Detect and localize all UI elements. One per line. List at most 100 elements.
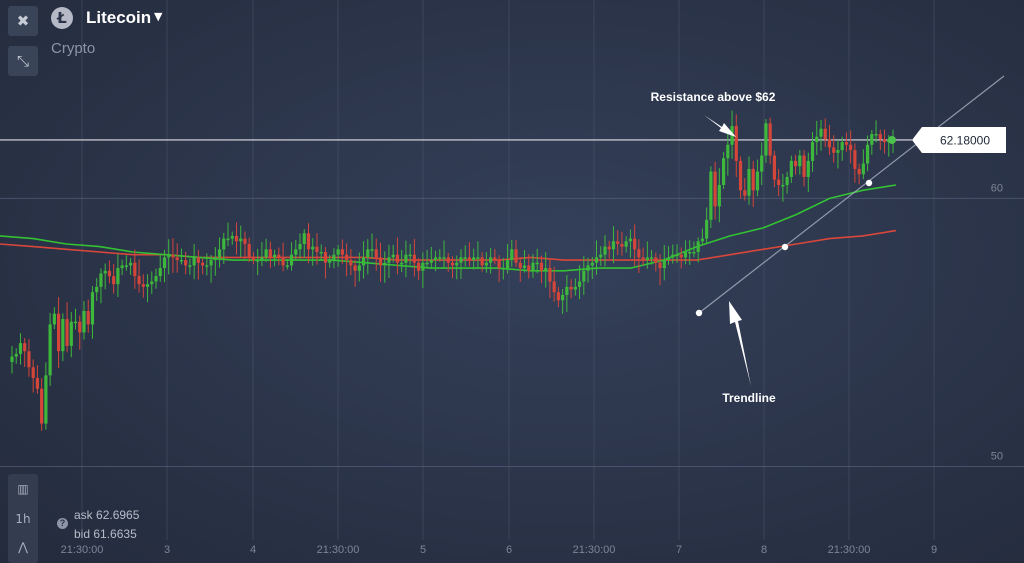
candle-body xyxy=(124,265,128,267)
candle-body xyxy=(535,262,539,265)
candle-body xyxy=(116,268,120,285)
candle-body xyxy=(561,294,565,301)
candle-body xyxy=(73,321,78,324)
timeframe-button[interactable]: 1h xyxy=(15,512,31,526)
candle-body xyxy=(675,254,679,257)
trendline xyxy=(698,75,1005,314)
candle-body xyxy=(35,378,40,389)
candle-body xyxy=(205,265,209,267)
candle-body xyxy=(679,254,683,258)
candle-body xyxy=(607,246,611,250)
candle-body xyxy=(357,265,361,271)
candle-body xyxy=(302,233,306,244)
candle-body xyxy=(544,268,548,271)
candle-body xyxy=(582,270,586,282)
candle-body xyxy=(594,257,599,263)
candle-body xyxy=(243,238,247,244)
candle-body xyxy=(95,286,99,293)
candle-body xyxy=(798,155,802,167)
trendline-point xyxy=(781,243,789,251)
candle-body xyxy=(624,241,628,247)
candle-body xyxy=(404,254,408,263)
candle-body xyxy=(128,262,133,266)
candle-body xyxy=(836,150,840,153)
candle-body xyxy=(179,260,184,262)
candle-body xyxy=(522,265,527,269)
candle-body xyxy=(65,319,69,346)
candle-body xyxy=(861,163,865,175)
price-tag xyxy=(912,126,1006,153)
candle-body xyxy=(853,150,857,169)
candle-body xyxy=(505,260,510,269)
candle-body xyxy=(671,254,675,258)
candle-body xyxy=(196,257,200,263)
candle-body xyxy=(162,257,167,269)
x-tick-label: 21:30:00 xyxy=(61,544,104,556)
candle-body xyxy=(323,252,328,263)
candle-body xyxy=(713,171,717,207)
candle-body xyxy=(789,160,793,177)
candle-body xyxy=(438,257,442,259)
candle-body xyxy=(141,284,145,287)
candle-body xyxy=(819,128,823,137)
candle-body xyxy=(743,190,747,196)
candle-body xyxy=(192,257,196,266)
candle-body xyxy=(298,243,302,250)
help-icon[interactable]: ? xyxy=(57,518,68,529)
candle-body xyxy=(514,249,518,263)
candle-body xyxy=(251,257,256,261)
shrink-icon[interactable]: ⤡ xyxy=(8,46,38,76)
candle-body xyxy=(878,134,882,140)
resistance-annotation: Resistance above $62 xyxy=(651,90,776,104)
candle-body xyxy=(370,249,374,251)
asset-name[interactable]: Litecoin xyxy=(86,8,152,27)
candle-body xyxy=(459,257,463,263)
candle-body xyxy=(755,171,760,191)
candle-body xyxy=(717,184,721,207)
candle-body xyxy=(446,257,450,263)
draw-icon[interactable]: ⋀ xyxy=(18,540,28,554)
chevron-down-icon[interactable]: ▼ xyxy=(154,10,163,23)
candle-body xyxy=(421,262,425,271)
x-tick-label: 4 xyxy=(250,544,256,556)
x-tick-label: 9 xyxy=(931,544,937,556)
candle-body xyxy=(315,246,319,253)
candle-body xyxy=(849,144,853,151)
candle-body xyxy=(726,144,730,159)
candle-body xyxy=(52,313,56,325)
candle-body xyxy=(78,321,82,333)
candle-body xyxy=(209,260,213,266)
candle-body xyxy=(112,276,116,285)
y-tick-label: 50 xyxy=(991,450,1003,462)
candle-body xyxy=(806,160,810,177)
candle-body xyxy=(870,134,874,145)
candle-body xyxy=(493,257,497,261)
candles-icon[interactable]: ▥ xyxy=(17,482,29,496)
candle-body xyxy=(709,171,713,220)
candle-body xyxy=(692,252,696,254)
price-tag-value: 62.18000 xyxy=(940,133,990,147)
x-tick-label: 3 xyxy=(164,544,170,556)
candle-body xyxy=(751,168,755,191)
candle-body xyxy=(374,249,378,258)
candle-body xyxy=(82,310,86,333)
candle-body xyxy=(628,238,632,242)
candle-body xyxy=(294,249,298,255)
candle-body xyxy=(133,262,137,277)
candle-body xyxy=(408,254,412,257)
candle-body xyxy=(455,262,459,266)
candle-body xyxy=(696,241,700,253)
candle-body xyxy=(793,160,798,167)
candle-body xyxy=(827,139,832,148)
candle-body xyxy=(645,257,649,261)
candle-body xyxy=(768,123,772,156)
x-tick-label: 21:30:00 xyxy=(317,544,360,556)
candle-body xyxy=(683,252,688,258)
close-icon[interactable]: ✖ xyxy=(8,6,38,36)
candle-body xyxy=(666,257,671,261)
candle-body xyxy=(476,257,480,259)
candle-body xyxy=(641,257,645,261)
candle-body xyxy=(234,235,239,242)
candle-body xyxy=(120,265,124,269)
